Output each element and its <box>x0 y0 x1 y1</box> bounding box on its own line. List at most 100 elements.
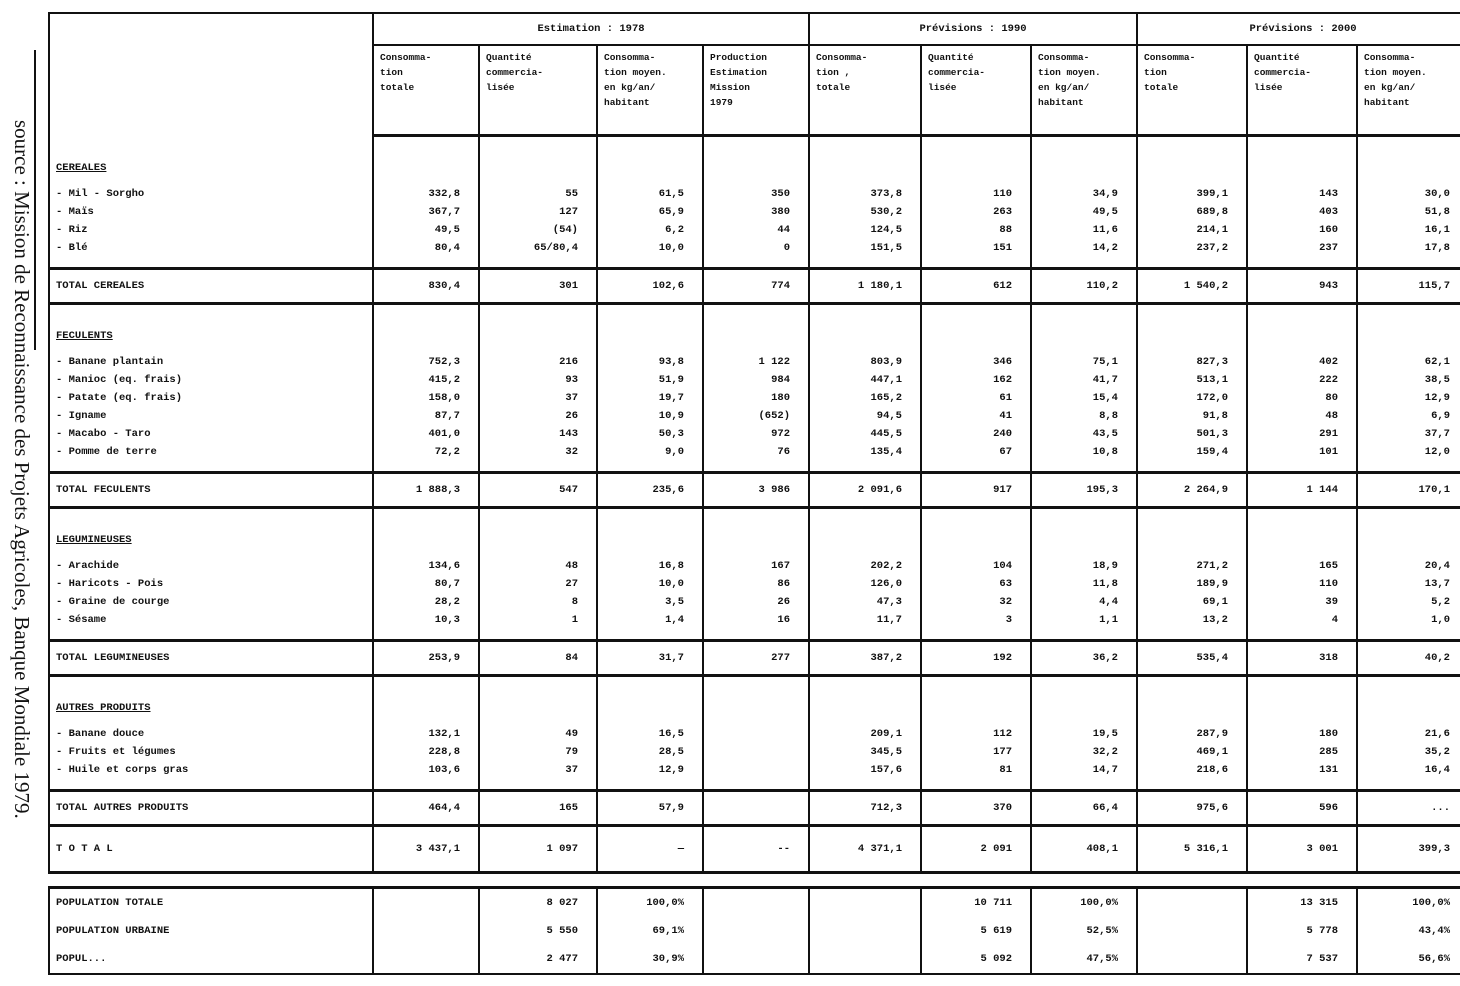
table-row-label: - Haricots - Pois <box>48 575 374 593</box>
cell: 513,1 <box>1136 371 1248 389</box>
cell <box>702 725 810 743</box>
column-header: Consomma- tion totale <box>1136 45 1248 137</box>
cell <box>1136 523 1248 547</box>
cell <box>596 257 704 269</box>
cell <box>1136 319 1248 343</box>
cell <box>478 507 598 523</box>
cell: 2 477 <box>478 945 598 975</box>
section-title-label: LEGUMINEUSES <box>48 523 374 547</box>
cell <box>1030 675 1138 691</box>
cell: 373,8 <box>808 185 922 203</box>
column-header: Consomma- tion moyen. en kg/an/ habitant <box>1030 45 1138 137</box>
cell: 5 619 <box>920 917 1032 945</box>
table-row: - Haricots - Pois 80,7 27 10,0 86 126,0 63 11,8… <box>48 575 1460 593</box>
cell: 202,2 <box>808 557 922 575</box>
cell: 408,1 <box>1030 825 1138 874</box>
cell: 5,2 <box>1356 593 1460 611</box>
cell: 43,5 <box>1030 425 1138 443</box>
table-row: - Banane douce 132,1 49 16,5 209,1 112 19,5 287… <box>48 725 1460 743</box>
cell <box>702 675 810 691</box>
cell <box>372 629 480 641</box>
spacer <box>48 547 1460 557</box>
table-row: - Graine de courge 28,2 8 3,5 26 47,3 32 4,4 69,… <box>48 593 1460 611</box>
cell <box>596 675 704 691</box>
cell: 189,9 <box>1136 575 1248 593</box>
cell <box>702 319 810 343</box>
section-title: FECULENTS <box>48 319 1460 343</box>
cell: 151 <box>920 239 1032 257</box>
cell <box>372 886 480 917</box>
cell <box>596 461 704 473</box>
cell <box>702 461 810 473</box>
cell <box>1136 691 1248 715</box>
spacer <box>48 675 1460 691</box>
cell: 547 <box>478 471 598 509</box>
cell: 8 027 <box>478 886 598 917</box>
cell: 104 <box>920 557 1032 575</box>
cell: 100,0% <box>1030 886 1138 917</box>
total-row-label: TOTAL FECULENTS <box>48 471 374 509</box>
cell: 47,3 <box>808 593 922 611</box>
cell <box>702 691 810 715</box>
table-row-label: - Macabo - Taro <box>48 425 374 443</box>
cell: 350 <box>702 185 810 203</box>
cell <box>1246 675 1358 691</box>
cell: 19,5 <box>1030 725 1138 743</box>
cell: 52,5% <box>1030 917 1138 945</box>
cell <box>596 303 704 319</box>
cell: 1 <box>478 611 598 629</box>
cell <box>920 691 1032 715</box>
cell: 774 <box>702 267 810 305</box>
cell <box>702 917 810 945</box>
cell: 1,1 <box>1030 611 1138 629</box>
cell: -- <box>702 825 810 874</box>
total-row-label: TOTAL CEREALES <box>48 267 374 305</box>
cell: 0 <box>702 239 810 257</box>
cell: 16,5 <box>596 725 704 743</box>
cell: 81 <box>920 761 1032 779</box>
cell <box>702 507 810 523</box>
cell: 975,6 <box>1136 789 1248 827</box>
cell <box>1356 523 1460 547</box>
cell: 2 091 <box>920 825 1032 874</box>
cell <box>920 675 1032 691</box>
cell: 5 778 <box>1246 917 1358 945</box>
cell: 263 <box>920 203 1032 221</box>
cell <box>1136 343 1248 353</box>
cell: 134,6 <box>372 557 480 575</box>
cell <box>808 151 922 175</box>
cell: 1 180,1 <box>808 267 922 305</box>
cell: 218,6 <box>1136 761 1248 779</box>
cell: 41 <box>920 407 1032 425</box>
cell <box>1356 507 1460 523</box>
cell <box>478 461 598 473</box>
cell <box>1030 175 1138 185</box>
cell <box>478 257 598 269</box>
cell: 30,0 <box>1356 185 1460 203</box>
cell <box>596 629 704 641</box>
cell: 21,6 <box>1356 725 1460 743</box>
cell <box>1356 779 1460 791</box>
spacer <box>48 257 1460 269</box>
population-row: POPULATION URBAINE 5 550 69,1% 5 619 52,5% 5 … <box>48 917 1460 945</box>
cell <box>1030 319 1138 343</box>
cell: 10,3 <box>372 611 480 629</box>
cell: 237,2 <box>1136 239 1248 257</box>
cell: 39 <box>1246 593 1358 611</box>
cell: 399,1 <box>1136 185 1248 203</box>
cell <box>1356 303 1460 319</box>
cell: 917 <box>920 471 1032 509</box>
cell: 44 <box>702 221 810 239</box>
cell: 19,7 <box>596 389 704 407</box>
cell: 47,5% <box>1030 945 1138 975</box>
cell: 17,8 <box>1356 239 1460 257</box>
cell <box>1356 675 1460 691</box>
cell <box>596 715 704 725</box>
cell: 367,7 <box>372 203 480 221</box>
margin-rule <box>34 50 36 350</box>
cell <box>1356 257 1460 269</box>
cell <box>920 319 1032 343</box>
cell: 235,6 <box>596 471 704 509</box>
cell <box>1246 151 1358 175</box>
cell <box>596 175 704 185</box>
